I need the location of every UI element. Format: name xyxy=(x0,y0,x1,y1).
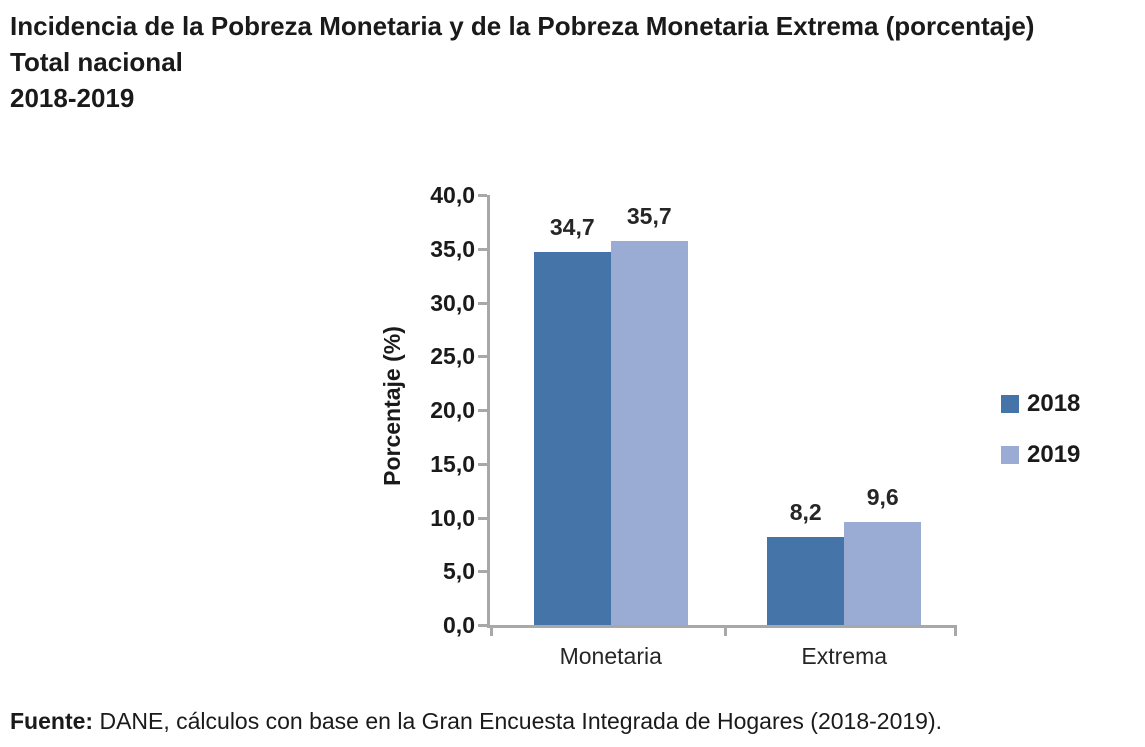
bar-2019-extrema xyxy=(844,521,922,625)
y-axis-tick xyxy=(478,194,487,197)
x-axis-tick xyxy=(954,625,957,636)
bar-2018-monetaria xyxy=(533,251,611,625)
x-axis-line xyxy=(487,625,957,628)
legend: 2018 2019 xyxy=(1001,392,1080,467)
x-axis-tick xyxy=(723,625,727,636)
category-label: Extrema xyxy=(801,643,888,669)
bar-2018-extrema xyxy=(767,536,845,625)
legend-swatch-2018 xyxy=(1001,395,1019,413)
legend-label-2018: 2018 xyxy=(1027,390,1081,417)
y-axis-tick xyxy=(478,409,487,412)
y-axis-tick-label: 15,0 xyxy=(430,450,475,477)
y-axis-line xyxy=(487,195,490,625)
y-axis-tick xyxy=(478,624,487,627)
bar-value-label: 9,6 xyxy=(866,483,899,510)
y-axis-tick xyxy=(478,247,487,251)
y-axis-tick-label: 10,0 xyxy=(430,504,475,531)
source-text: DANE, cálculos con base en la Gran Encue… xyxy=(93,708,943,734)
y-axis-tick-label: 25,0 xyxy=(430,343,475,370)
chart-title-block: Incidencia de la Pobreza Monetaria y de … xyxy=(10,8,1140,116)
chart-subtitle-region: Total nacional xyxy=(10,47,183,77)
category-label: Monetaria xyxy=(559,643,662,669)
bar-value-label: 8,2 xyxy=(789,498,822,525)
bar-value-label: 35,7 xyxy=(626,203,672,230)
bar-2019-monetaria xyxy=(610,241,688,625)
y-axis-tick xyxy=(478,355,487,359)
legend-swatch-2019 xyxy=(1001,446,1019,464)
y-axis-tick-label: 30,0 xyxy=(430,289,475,316)
y-axis-tick-label: 35,0 xyxy=(430,235,475,262)
y-axis-tick xyxy=(478,462,487,466)
y-axis-tick-label: 20,0 xyxy=(430,397,475,423)
y-axis-tick xyxy=(478,570,487,574)
y-axis-tick xyxy=(478,516,487,520)
y-axis-tick-label: 5,0 xyxy=(443,558,475,585)
y-axis-tick xyxy=(478,301,487,305)
chart-subtitle-years: 2018-2019 xyxy=(10,83,135,113)
y-axis-tick-label: 40,0 xyxy=(430,182,475,208)
y-axis-tick-label: 0,0 xyxy=(443,612,475,638)
bar-value-label: 34,7 xyxy=(549,213,595,240)
chart-title: Incidencia de la Pobreza Monetaria y de … xyxy=(10,11,1035,41)
legend-item-2019: 2019 xyxy=(1001,443,1080,467)
legend-item-2018: 2018 xyxy=(1001,392,1080,416)
legend-label-2019: 2019 xyxy=(1027,441,1081,468)
x-axis-tick xyxy=(490,625,493,636)
source-label: Fuente: xyxy=(10,708,94,734)
source-note: Fuente: DANE, cálculos con base en la Gr… xyxy=(10,708,942,735)
